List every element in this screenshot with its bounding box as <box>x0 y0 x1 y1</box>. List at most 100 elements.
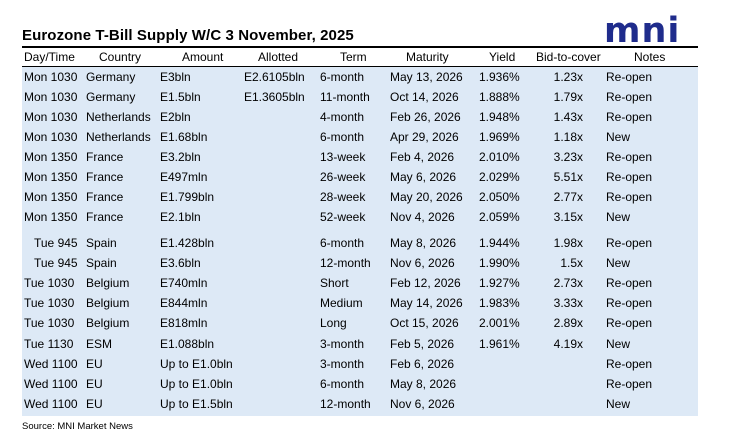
cell-country: ESM <box>86 337 113 351</box>
col-header-maturity: Maturity <box>406 50 449 64</box>
table-header: Day/Time Country Amount Allotted Term Ma… <box>22 49 698 65</box>
cell-country: Spain <box>86 236 117 250</box>
cell-term: 11-month <box>320 90 370 104</box>
cell-term: 12-month <box>320 397 371 411</box>
col-header-notes: Notes <box>634 50 666 64</box>
cell-notes: Re-open <box>606 377 653 391</box>
cell-yield: 2.010% <box>479 150 520 164</box>
cell-notes: Re-open <box>606 90 653 104</box>
cell-maturity: Feb 4, 2026 <box>390 150 455 164</box>
cell-btc: 3.15x <box>553 210 583 224</box>
table-body <box>22 67 698 416</box>
cell-country: France <box>86 190 124 204</box>
cell-yield: 1.948% <box>479 110 520 124</box>
cell-notes: Re-open <box>606 236 653 250</box>
col-header-term: Term <box>340 50 367 64</box>
cell-day-time: Mon 1030 <box>24 110 78 124</box>
cell-day-time: Mon 1350 <box>24 170 78 184</box>
cell-amount: E2.1bln <box>160 210 201 224</box>
cell-notes: Re-open <box>606 276 653 290</box>
page-title: Eurozone T-Bill Supply W/C 3 November, 2… <box>22 27 354 44</box>
cell-amount: E1.68bln <box>160 130 208 144</box>
cell-amount: E844mln <box>160 296 208 310</box>
table-row: Tue 945 Spain E3.6bln 12-month Nov 6, 2026 1.… <box>22 256 698 271</box>
title-rule <box>22 46 698 48</box>
cell-maturity: Oct 15, 2026 <box>390 316 459 330</box>
table-row: Tue 945 Spain E1.428bln 6-month May 8, 2026 1… <box>22 236 698 251</box>
cell-maturity: Feb 12, 2026 <box>390 276 461 290</box>
mni-logo: mni <box>604 11 681 51</box>
cell-day-time: Tue 1030 <box>24 276 75 290</box>
table-row: Mon 1030 Germany E1.5bln E1.3605bln 11-month… <box>22 90 698 105</box>
cell-country: EU <box>86 377 103 391</box>
table-row: Mon 1030 Netherlands E2bln 4-month Feb 26, 2… <box>22 110 698 125</box>
col-header-day-time: Day/Time <box>24 50 75 64</box>
cell-day-time: Mon 1030 <box>24 90 78 104</box>
cell-country: France <box>86 210 124 224</box>
table-row: Tue 1030 Belgium E844mln Medium May 14, 2026… <box>22 296 698 311</box>
cell-amount: Up to E1.5bln <box>160 397 233 411</box>
cell-amount: E3.6bln <box>160 256 201 270</box>
cell-maturity: May 8, 2026 <box>390 236 457 250</box>
source-note: Source: MNI Market News <box>22 421 133 432</box>
cell-maturity: May 6, 2026 <box>390 170 457 184</box>
cell-maturity: May 14, 2026 <box>390 296 463 310</box>
cell-day-time: Mon 1350 <box>24 150 78 164</box>
cell-term: 52-week <box>320 210 366 224</box>
table-row: Tue 1130 ESM E1.088bln 3-month Feb 5, 2026 1.… <box>22 337 698 352</box>
cell-btc: 1.79x <box>553 90 583 104</box>
cell-country: Belgium <box>86 296 130 310</box>
cell-yield: 1.990% <box>479 256 520 270</box>
cell-term: 6-month <box>320 130 365 144</box>
cell-btc: 1.23x <box>553 70 583 84</box>
cell-country: Netherlands <box>86 130 151 144</box>
cell-term: Short <box>320 276 349 290</box>
col-header-bid-to-cover: Bid-to-cover <box>536 50 601 64</box>
cell-term: 6-month <box>320 70 365 84</box>
cell-amount: E818mln <box>160 316 208 330</box>
cell-amount: E740mln <box>160 276 208 290</box>
cell-yield: 1.944% <box>479 236 520 250</box>
cell-maturity: May 13, 2026 <box>390 70 463 84</box>
cell-amount: E1.088bln <box>160 337 215 351</box>
cell-country: Spain <box>86 256 117 270</box>
cell-term: 3-month <box>320 337 365 351</box>
cell-maturity: Feb 6, 2026 <box>390 357 455 371</box>
cell-btc: 3.33x <box>553 296 583 310</box>
cell-term: 6-month <box>320 236 365 250</box>
cell-term: 13-week <box>320 150 366 164</box>
cell-amount: E2bln <box>160 110 191 124</box>
table-row: Tue 1030 Belgium E740mln Short Feb 12, 2026 1… <box>22 276 698 291</box>
cell-btc: 2.89x <box>553 316 583 330</box>
table-row: Tue 1030 Belgium E818mln Long Oct 15, 2026 2.… <box>22 316 698 331</box>
cell-maturity: May 8, 2026 <box>390 377 457 391</box>
cell-allotted: E2.6105bln <box>244 70 305 84</box>
cell-day-time: Tue 945 <box>34 256 78 270</box>
cell-btc: 4.19x <box>553 337 583 351</box>
table-row: Wed 1100 EU Up to E1.0bln 3-month Feb 6, 202… <box>22 357 698 372</box>
cell-btc: 5.51x <box>553 170 583 184</box>
cell-btc: 1.43x <box>553 110 583 124</box>
cell-term: 4-month <box>320 110 365 124</box>
col-header-allotted: Allotted <box>258 50 299 64</box>
cell-maturity: Nov 4, 2026 <box>390 210 455 224</box>
table-row: Mon 1350 France E1.799bln 28-week May 20, 20… <box>22 190 698 205</box>
cell-notes: Re-open <box>606 170 653 184</box>
cell-country: France <box>86 170 124 184</box>
cell-term: Long <box>320 316 347 330</box>
cell-day-time: Tue 1030 <box>24 296 75 310</box>
cell-yield: 1.961% <box>479 337 520 351</box>
cell-yield: 2.059% <box>479 210 520 224</box>
cell-day-time: Mon 1030 <box>24 70 78 84</box>
cell-country: Germany <box>86 70 136 84</box>
table-row: Mon 1350 France E2.1bln 52-week Nov 4, 2026 2… <box>22 210 698 225</box>
cell-day-time: Wed 1100 <box>24 377 78 391</box>
cell-country: Belgium <box>86 316 130 330</box>
cell-country: Belgium <box>86 276 130 290</box>
cell-notes: New <box>606 256 631 270</box>
header-rule <box>22 66 698 67</box>
cell-btc: 1.18x <box>553 130 583 144</box>
cell-term: 28-week <box>320 190 366 204</box>
cell-yield: 1.927% <box>479 276 520 290</box>
cell-notes: Re-open <box>606 357 653 371</box>
